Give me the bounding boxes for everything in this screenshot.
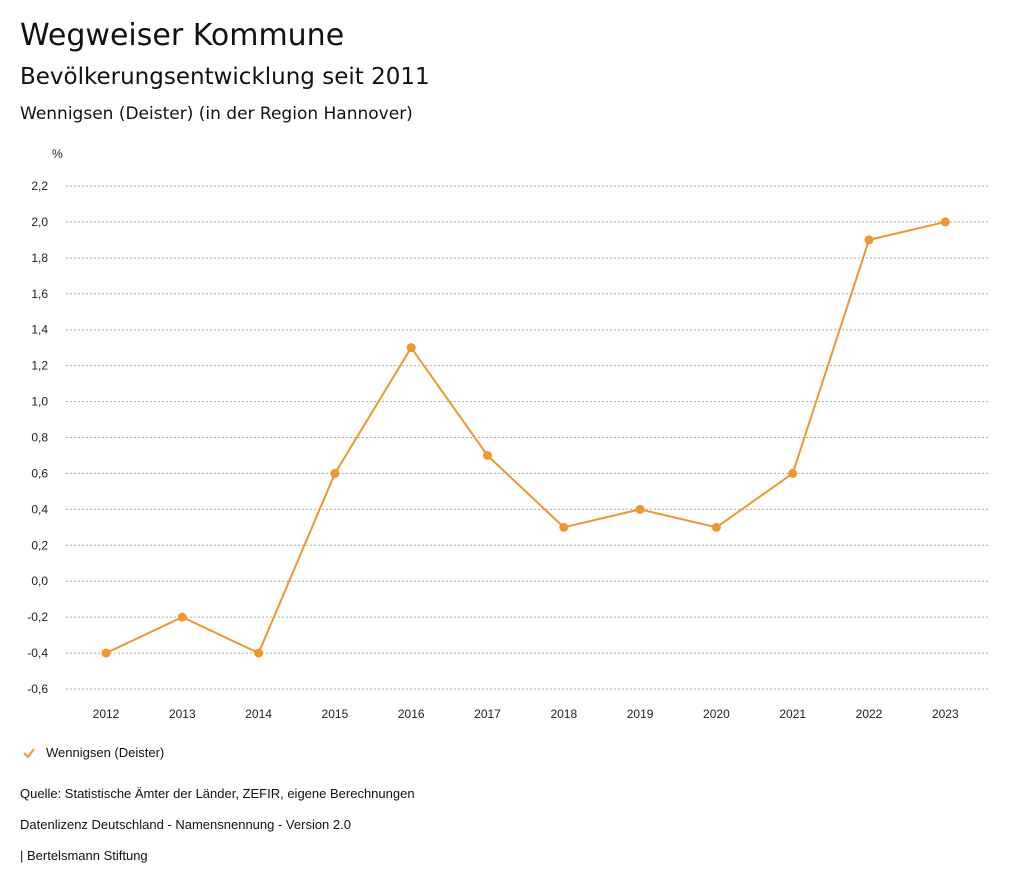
x-tick-label: 2013: [169, 707, 196, 721]
x-tick-label: 2019: [627, 707, 654, 721]
y-tick-label: 0,6: [31, 466, 48, 480]
publisher-note: | Bertelsmann Stiftung: [20, 848, 148, 863]
y-tick-label: 1,0: [31, 395, 48, 409]
y-tick-label: 1,8: [31, 251, 48, 265]
y-tick-label: -0,6: [27, 682, 48, 696]
data-point: [864, 235, 874, 245]
source-note: Quelle: Statistische Ämter der Länder, Z…: [20, 786, 415, 801]
y-tick-label: -0,4: [27, 646, 48, 660]
data-point: [177, 612, 187, 622]
data-point: [635, 504, 645, 514]
x-tick-label: 2022: [856, 707, 883, 721]
y-tick-label: 0,4: [31, 502, 48, 516]
data-point: [254, 648, 264, 658]
x-tick-label: 2017: [474, 707, 501, 721]
x-tick-label: 2016: [398, 707, 425, 721]
region-label: Wennigsen (Deister) (in der Region Hanno…: [20, 104, 413, 124]
series-line: [105, 220, 946, 655]
legend-label: Wennigsen (Deister): [46, 745, 165, 760]
legend-item[interactable]: Wennigsen (Deister): [22, 745, 164, 760]
y-tick-label: 0,8: [31, 431, 48, 445]
license-note: Datenlizenz Deutschland - Namensnennung …: [20, 817, 351, 832]
x-tick-label: 2018: [550, 707, 577, 721]
y-axis-unit: %: [52, 147, 63, 161]
y-tick-label: 2,0: [31, 215, 48, 229]
data-point: [940, 217, 950, 227]
data-point: [101, 648, 111, 658]
data-point: [483, 450, 492, 460]
page-title: Wegweiser Kommune: [20, 18, 345, 53]
x-tick-label: 2014: [245, 707, 272, 721]
x-tick-label: 2012: [93, 707, 120, 721]
data-point: [406, 343, 416, 353]
y-tick-label: 0,0: [31, 574, 48, 588]
x-tick-label: 2015: [322, 707, 349, 721]
x-tick-label: 2020: [703, 707, 730, 721]
x-tick-label: 2021: [779, 707, 806, 721]
y-tick-label: 1,4: [31, 323, 48, 337]
chart-subtitle: Bevölkerungsentwicklung seit 2011: [20, 64, 430, 90]
check-icon: [23, 747, 35, 759]
x-tick-label: 2023: [932, 707, 959, 721]
y-tick-label: -0,2: [27, 610, 48, 624]
y-tick-label: 0,2: [31, 538, 48, 552]
data-point: [330, 468, 340, 478]
data-point: [711, 522, 721, 532]
y-tick-label: 1,6: [31, 287, 48, 301]
data-point: [788, 468, 798, 478]
data-point: [559, 522, 569, 532]
y-tick-label: 1,2: [31, 359, 48, 373]
y-tick-label: 2,2: [31, 179, 48, 193]
